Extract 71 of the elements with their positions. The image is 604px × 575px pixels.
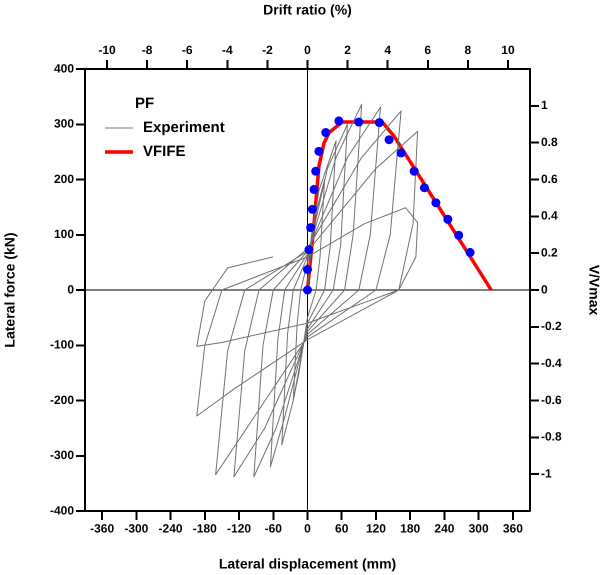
point: [384, 135, 394, 144]
x2-tick-label: 10: [501, 43, 515, 58]
y2-tick-label: 0.4: [541, 208, 558, 223]
y-tick-label: 0: [67, 282, 74, 296]
x2-tick-label: -6: [182, 43, 193, 58]
point: [304, 245, 314, 254]
x-tick-label: -360: [90, 522, 114, 536]
x-tick-label: 0: [304, 522, 312, 536]
point: [431, 198, 440, 208]
x2-tick-label: 2: [344, 43, 352, 58]
y2-tick-label: 0.8: [541, 134, 558, 149]
point: [311, 166, 320, 176]
point: [306, 223, 316, 232]
y-tick-label: 100: [54, 227, 74, 242]
x-tick-label: -120: [227, 522, 252, 536]
y-tick-label: -400: [50, 503, 74, 518]
x2-tick-label: -8: [142, 43, 153, 58]
point: [303, 265, 312, 274]
x2-tick-label: 6: [424, 43, 432, 58]
point: [466, 248, 475, 257]
point: [308, 204, 317, 214]
x2-axis-title: Drift ratio (%): [263, 1, 352, 18]
legend-label: Experiment: [143, 119, 225, 136]
y2-tick-label: 1: [541, 98, 548, 112]
y2-tick-label: 0.6: [541, 172, 558, 186]
y2-tick-label: 0: [541, 282, 548, 296]
y-tick-label: 400: [54, 61, 74, 76]
point: [374, 118, 384, 128]
legend-title: PF: [135, 95, 154, 112]
x-axis-title: Lateral displacement (mm): [218, 555, 396, 572]
y-tick-label: -100: [50, 338, 74, 352]
x-tick-label: 240: [434, 522, 455, 536]
point: [334, 116, 344, 126]
x-tick-label: 120: [366, 522, 386, 536]
y-tick-label: -300: [50, 448, 74, 462]
y2-tick-label: -0.2: [541, 319, 562, 334]
y-axis-title: Lateral force (kN): [1, 232, 18, 348]
point: [310, 184, 319, 194]
y-tick-label: -200: [50, 392, 74, 407]
point: [454, 230, 464, 240]
point: [410, 166, 419, 176]
y2-tick-label: -1: [541, 466, 552, 480]
x2-tick-label: 0: [304, 43, 312, 58]
x2-tick-label: -2: [262, 43, 274, 58]
y2-tick-label: -0.6: [541, 392, 562, 407]
x-tick-label: 60: [335, 522, 349, 536]
y2-axis-title: V/Vmax: [586, 264, 603, 316]
y2-tick-label: -0.8: [541, 430, 562, 444]
x-tick-label: -180: [192, 522, 218, 536]
y2-tick-label: -0.4: [541, 356, 562, 370]
legend-label: VFIFE: [143, 143, 186, 160]
x2-tick-label: 4: [384, 43, 392, 58]
point: [396, 148, 406, 158]
x2-tick-label: 8: [464, 43, 472, 58]
x-tick-label: 180: [400, 522, 421, 536]
x-tick-label: -240: [158, 522, 183, 536]
y-tick-label: 300: [54, 116, 74, 131]
point: [314, 146, 324, 156]
x-tick-label: -60: [264, 522, 282, 536]
point: [420, 183, 429, 192]
x2-tick-label: -10: [98, 43, 116, 58]
point: [443, 214, 452, 224]
x-tick-label: 300: [468, 522, 489, 536]
x2-tick-label: -4: [222, 43, 233, 58]
x-tick-label: 360: [502, 522, 524, 536]
y2-tick-label: 0.2: [541, 245, 558, 260]
point: [354, 118, 364, 127]
point: [303, 286, 312, 294]
y-tick-label: 200: [54, 172, 74, 186]
point: [321, 128, 330, 138]
x-tick-label: -300: [124, 522, 149, 536]
